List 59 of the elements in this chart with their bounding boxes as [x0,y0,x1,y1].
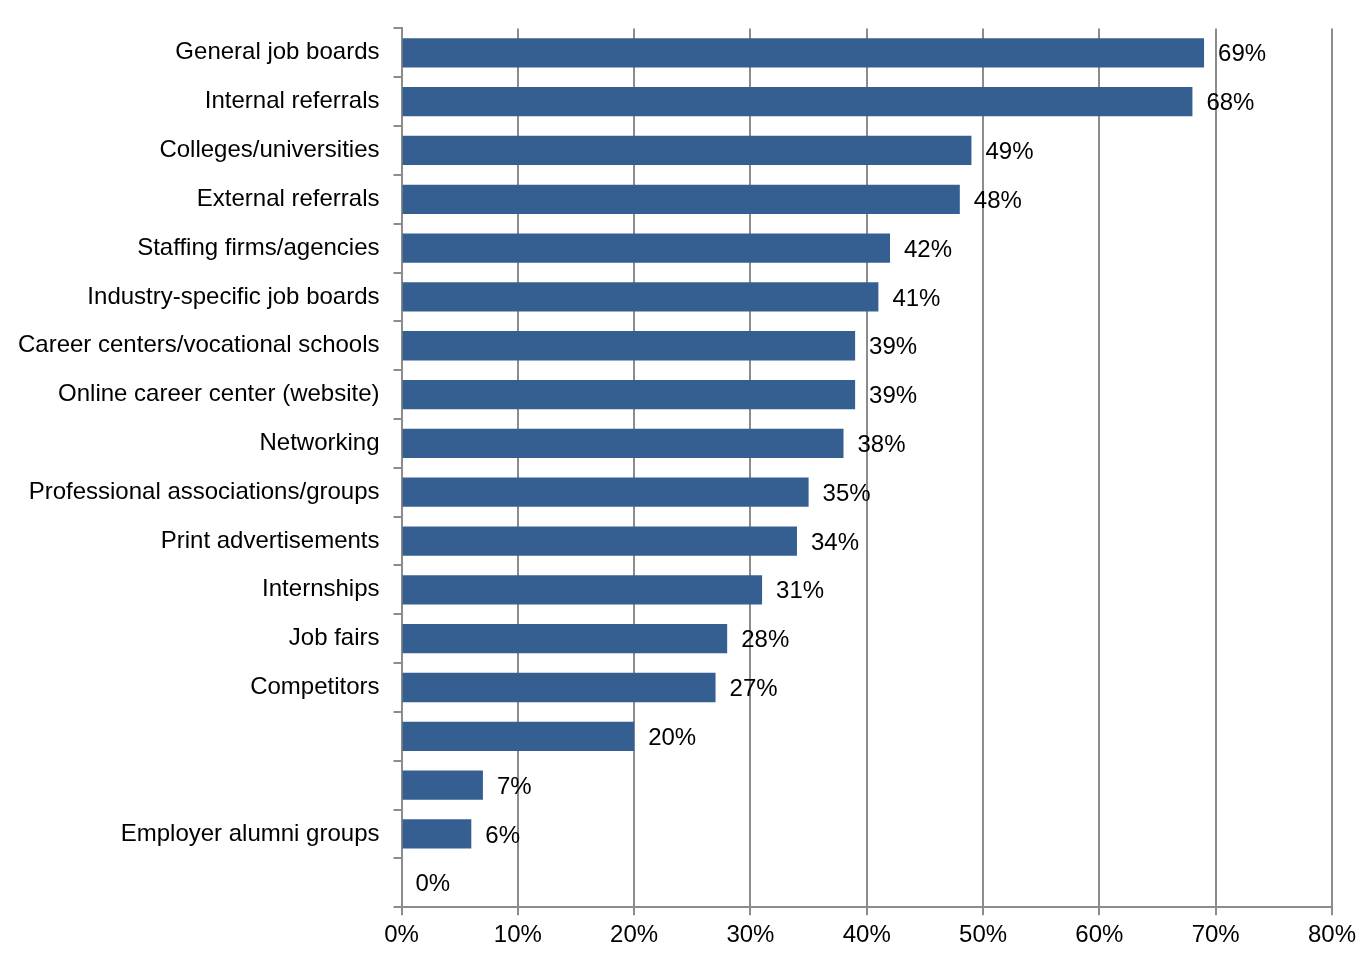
y-tick-label: Colleges/universities [159,135,380,163]
x-tick-label: 40% [842,920,891,948]
x-tick-label: 70% [1191,920,1240,948]
bar [402,819,472,849]
data-label: 49% [985,137,1034,165]
bar [402,428,844,459]
y-tick-label: External referrals [196,183,380,211]
y-tick-label: Staffing firms/agencies [137,232,380,260]
bar [402,477,809,507]
x-tick-label: 10% [493,920,542,948]
data-label: 69% [1218,39,1267,67]
data-label: 7% [496,771,532,799]
y-tick-label: Internships [262,574,380,602]
data-label: 48% [973,185,1022,213]
data-label: 27% [729,674,778,702]
bar [402,331,856,361]
data-label: 31% [776,576,825,604]
bar [402,721,635,751]
data-label: 0% [415,869,451,897]
x-tick-label: 30% [726,920,775,948]
bar [402,672,716,703]
data-label: 39% [869,381,918,409]
data-label: 20% [648,722,697,750]
bar [402,233,891,263]
data-label: 39% [869,332,918,360]
x-tick-label: 0% [384,920,419,948]
bar [402,624,728,654]
x-tick-label: 20% [610,920,659,948]
bar [402,38,1205,68]
bar [402,526,797,556]
y-tick-label: Competitors [250,672,380,700]
y-tick-label: Industry-specific job boards [87,281,380,309]
y-tick-label: Employer alumni groups [120,818,380,846]
bar [402,770,483,800]
bar [402,184,960,214]
bar [402,282,879,312]
y-tick-label: Internal referrals [204,86,380,114]
bar [402,135,972,166]
data-label: 41% [892,283,941,311]
y-tick-label: Networking [259,428,380,456]
data-label: 42% [904,234,953,262]
data-label: 6% [485,820,520,848]
x-tick-label: 80% [1307,920,1357,948]
x-tick-label: 50% [959,920,1008,948]
data-label: 38% [857,430,906,458]
data-label: 35% [822,478,871,506]
x-tick-label: 60% [1075,920,1124,948]
y-tick-label: Online career center (website) [58,379,380,407]
bar [402,575,763,605]
data-label: 34% [810,527,860,555]
data-label: 28% [741,625,790,653]
y-tick-label: Professional associations/groups [28,476,380,504]
y-tick-label: Print advertisements [160,525,380,553]
bar [402,379,856,410]
y-tick-label: Career centers/vocational schools [18,330,380,358]
data-label: 68% [1206,88,1255,116]
bar [402,86,1193,117]
y-tick-label: Job fairs [288,623,380,651]
y-tick-label: General job boards [175,37,380,65]
